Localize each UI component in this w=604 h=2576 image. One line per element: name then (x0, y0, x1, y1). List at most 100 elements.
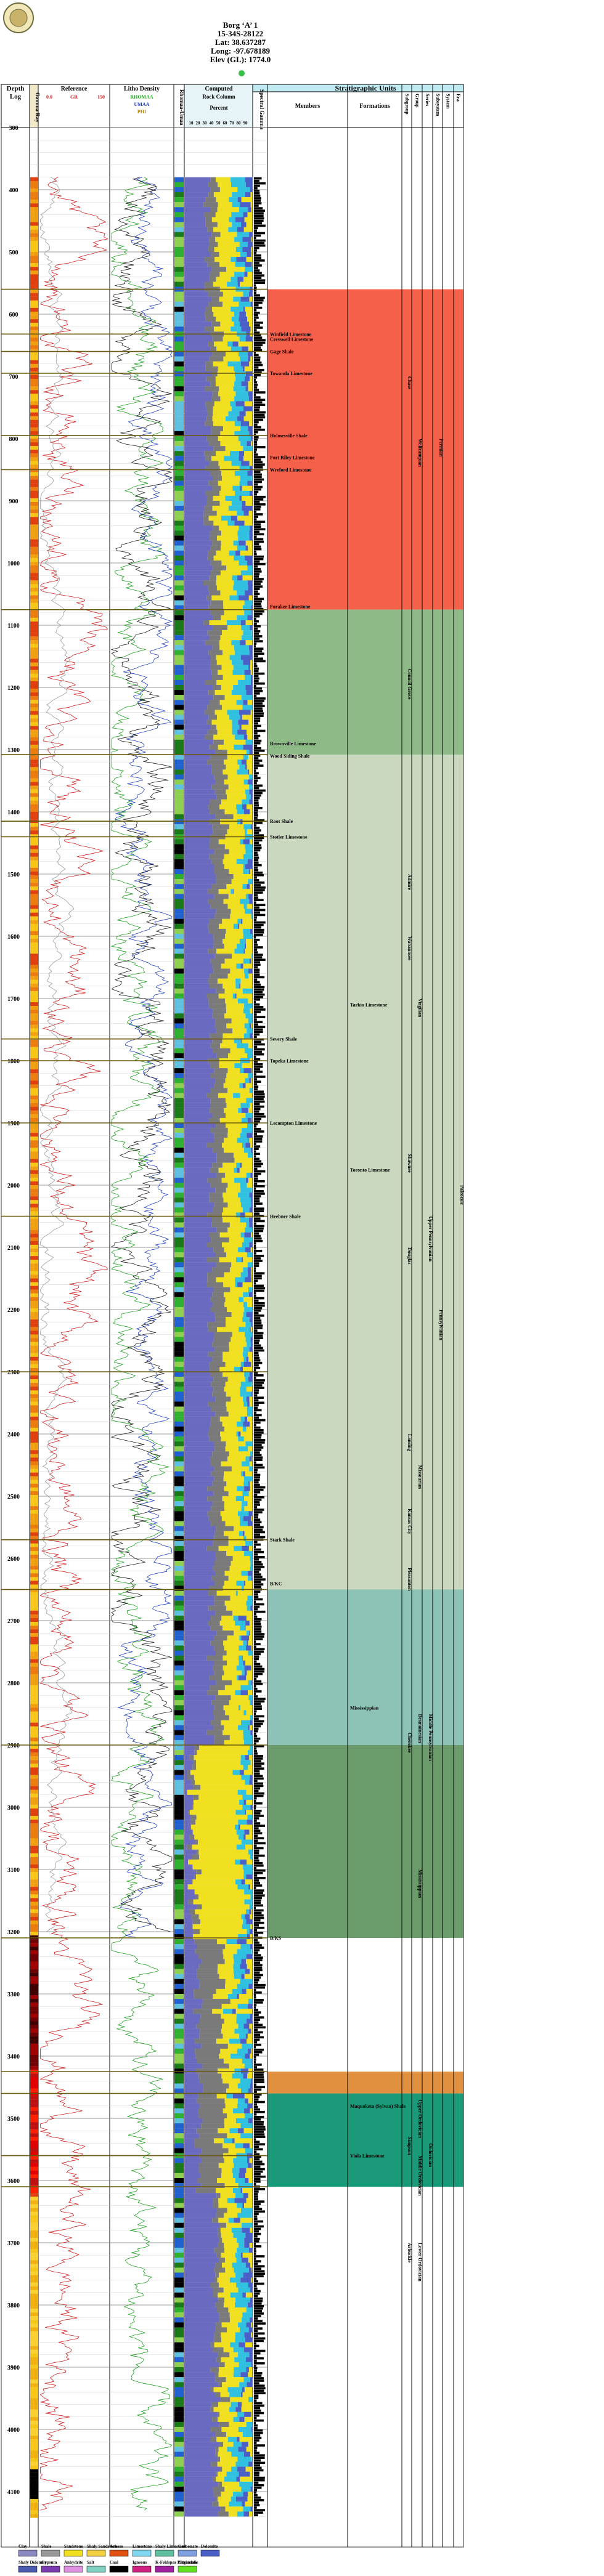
gamma-fill (30, 509, 38, 514)
rock-sand (223, 2287, 239, 2293)
spectral-bar (254, 433, 256, 436)
rock-sand (222, 769, 237, 775)
rock-shale (212, 1391, 226, 1397)
rock-lime (240, 1387, 247, 1392)
rock-dol (248, 1491, 249, 1497)
rock-sand (222, 859, 237, 864)
rock-shale (213, 1710, 226, 1715)
rock-sand (247, 272, 252, 277)
rum-fill (174, 1247, 184, 1253)
gamma-fill (30, 1569, 38, 1574)
rock-sand (250, 1247, 252, 1253)
rock-shale (214, 1083, 224, 1088)
spectral-bar (254, 391, 266, 394)
rock-clay (185, 739, 214, 745)
spectral-bar (254, 2163, 265, 2166)
rock-clay (185, 590, 210, 596)
rock-sand (244, 2093, 252, 2099)
member-label: Lecompton Limestone (270, 1120, 317, 1126)
rock-dol (247, 2048, 251, 2054)
gamma-fill (30, 1106, 38, 1111)
depth-label: 2100 (7, 1245, 20, 1252)
rock-shale (210, 1103, 227, 1108)
rock-shale (211, 207, 218, 213)
rock-shale (215, 1078, 226, 1083)
rock-shale (215, 1018, 232, 1024)
rock-lime (237, 2203, 243, 2208)
gamma-fill (30, 1842, 38, 1846)
rock-lime (235, 2302, 248, 2308)
rock-lime (238, 2183, 252, 2189)
rock-sand (243, 1436, 252, 1442)
spectral-bar (254, 1075, 266, 1078)
rock-sand (227, 1377, 246, 1382)
rum-fill (174, 530, 184, 536)
rock-lime (222, 2009, 232, 2014)
rock-dol (242, 1531, 245, 1536)
spectral-bar (254, 2362, 265, 2365)
spectral-bar (254, 2056, 256, 2059)
rum-fill (174, 1496, 184, 1502)
rock-clay (185, 182, 208, 188)
rock-lime (227, 361, 241, 367)
rock-shale (213, 1566, 230, 1571)
spectral-bar (254, 2153, 260, 2156)
rock-lime (236, 700, 243, 705)
rock-clay (185, 1152, 217, 1158)
rock-sand (224, 864, 243, 870)
spectral-bar (254, 1804, 256, 1807)
gamma-fill (30, 1603, 38, 1607)
well-header: Borg ‘A’ 1 15-34S-28122 Lat: 38.637287 L… (203, 21, 277, 64)
gamma-fill (30, 2059, 38, 2063)
spectral-bar (254, 647, 264, 650)
rock-lime (240, 1521, 248, 1526)
rum-fill (174, 2387, 184, 2392)
status-dot (239, 70, 245, 76)
rock-sand (215, 376, 236, 382)
spectral-bar (254, 1921, 264, 1924)
rock-dol (243, 1068, 252, 1074)
spectral-bar (254, 2394, 259, 2397)
rock-dol (248, 1138, 250, 1143)
rock-dol (249, 1630, 250, 1636)
rock-clay (185, 1720, 211, 1725)
gamma-fill (30, 405, 38, 409)
gamma-fill (30, 1999, 38, 2003)
rum-fill (174, 1401, 184, 1407)
spectral-bar (254, 478, 264, 481)
spectral-bar (254, 1252, 256, 1255)
rock-clay (185, 2088, 203, 2094)
spectral-bar (254, 1359, 261, 1362)
gamma-fill (30, 1532, 38, 1536)
rock-lime (231, 2227, 242, 2233)
rock-sand (250, 1969, 252, 1974)
rock-sand (188, 1859, 235, 1865)
rock-clay (185, 695, 214, 700)
spectral-bar (254, 1730, 258, 1733)
gamma-fill (30, 1304, 38, 1309)
rock-sand (219, 2272, 235, 2278)
rock-dol (248, 1725, 250, 1730)
spectral-bar (254, 1043, 265, 1046)
spectral-bar (254, 829, 261, 832)
rock-clay (185, 2442, 220, 2447)
rock-shale (212, 1481, 227, 1486)
spectral-bar (254, 1703, 261, 1705)
rock-clay (185, 1117, 209, 1124)
rock-shale (213, 944, 224, 949)
rock-dol (240, 1964, 247, 1969)
depth-label: 3800 (7, 2303, 20, 2309)
rock-clay (185, 600, 211, 606)
res-scale-hi: 150 (97, 94, 105, 100)
rock-sand (225, 998, 239, 1004)
rock-sand (228, 1541, 246, 1546)
gamma-fill (30, 442, 38, 447)
rock-sand (251, 1516, 252, 1521)
rock-lime (248, 1849, 252, 1855)
rock-sand (194, 1775, 242, 1780)
spectral-bar (254, 1234, 261, 1237)
gamma-fill (30, 1114, 38, 1119)
spectral-bar (254, 341, 266, 344)
rock-clay (185, 1431, 208, 1437)
rock-lime (246, 750, 250, 755)
